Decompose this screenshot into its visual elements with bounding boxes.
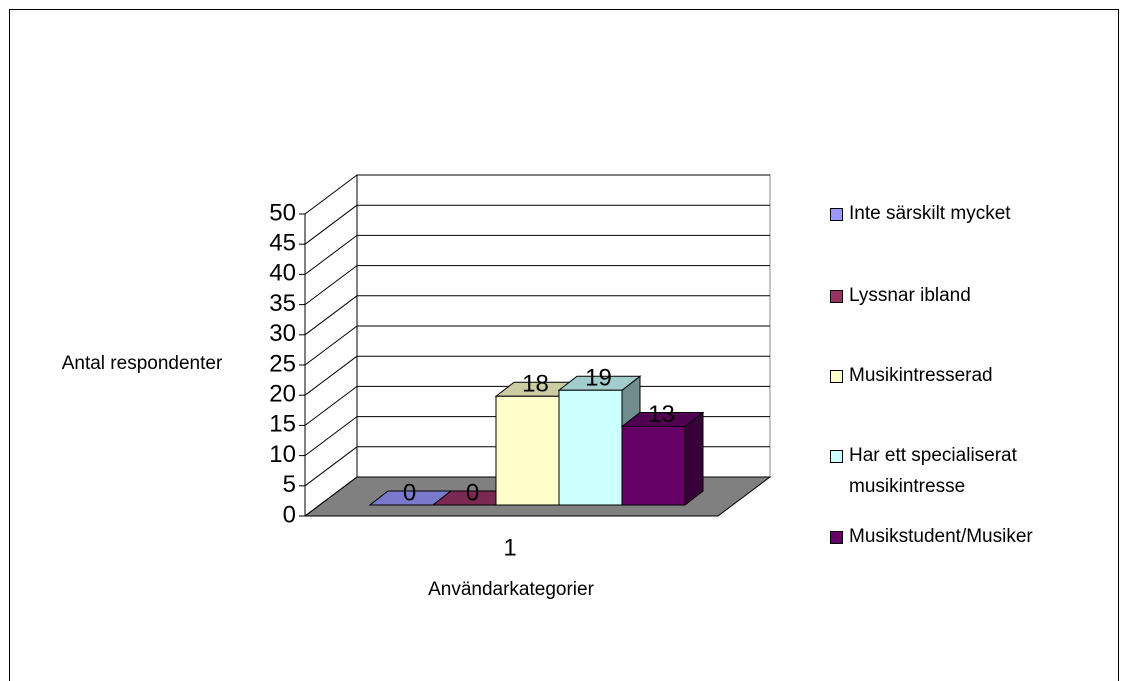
chart-frame (9, 9, 1119, 681)
side-grid-line (304, 234, 358, 275)
data-label: 0 (466, 479, 479, 506)
y-tick-label: 35 (269, 290, 296, 317)
legend-label: Musikstudent/Musiker (849, 526, 1033, 547)
legend-swatch (830, 290, 843, 303)
data-label: 0 (403, 479, 416, 506)
data-label: 18 (522, 371, 549, 398)
bar (558, 389, 623, 506)
y-tick-label: 10 (269, 441, 296, 468)
side-grid-line (304, 295, 358, 336)
y-tick-label: 25 (269, 350, 296, 377)
legend-item: Musikstudent/Musiker (830, 521, 1080, 552)
data-label: 13 (648, 401, 675, 428)
legend-label: Inte särskilt mycket (849, 203, 1011, 224)
side-grid-line (304, 174, 358, 215)
side-grid-line (304, 446, 358, 487)
y-tick-label: 40 (269, 260, 296, 287)
legend-item: Lyssnar ibland (830, 280, 1080, 311)
legend-swatch (830, 531, 843, 544)
y-tick-label: 50 (269, 199, 296, 226)
legend-swatch (830, 208, 843, 221)
legend-swatch (830, 370, 843, 383)
y-tick-label: 0 (283, 501, 296, 528)
legend-label: Lyssnar ibland (849, 285, 971, 306)
bar-side (684, 411, 704, 507)
side-grid-line (304, 476, 358, 517)
y-tick-label: 5 (283, 471, 296, 498)
bar (495, 395, 560, 506)
legend-item: Har ett specialiserat musikintresse (830, 440, 1080, 502)
y-tick-label: 30 (269, 320, 296, 347)
y-tick-label: 45 (269, 230, 296, 257)
x-tick-label: 1 (503, 534, 516, 561)
legend-swatch (830, 450, 843, 463)
side-grid-line (304, 355, 358, 396)
side-grid-line (304, 325, 358, 366)
y-axis-label: Antal respondenter (62, 353, 223, 374)
y-tick-label: 20 (269, 381, 296, 408)
bar (621, 425, 686, 506)
side-grid-line (304, 385, 358, 426)
side-grid-line (304, 204, 358, 245)
x-axis-label: Användarkategorier (428, 579, 594, 600)
side-grid-line (304, 265, 358, 306)
legend-label: Musikintresserad (849, 365, 993, 386)
y-tick-label: 15 (269, 411, 296, 438)
legend-label: Har ett specialiserat musikintresse (849, 445, 1017, 497)
legend-item: Inte särskilt mycket (830, 198, 1080, 229)
legend-item: Musikintresserad (830, 360, 1080, 391)
data-label: 19 (585, 365, 612, 392)
side-grid-line (304, 416, 358, 457)
